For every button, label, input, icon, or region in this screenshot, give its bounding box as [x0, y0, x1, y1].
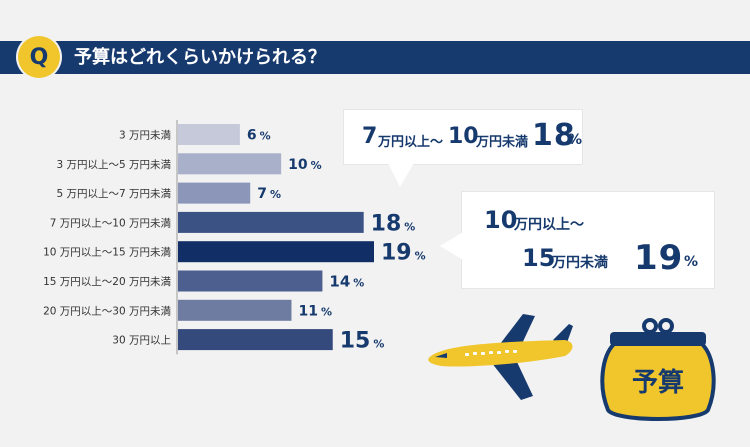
callout-10-15: 10 万円以上〜 15 万円未満 19 %: [462, 192, 714, 288]
callout1-text2: 万円未満: [476, 135, 529, 150]
category-label: 5 万円以上〜7 万円未満: [56, 188, 171, 200]
category-label: 30 万円以上: [112, 335, 171, 347]
callout2-text2: 万円未満: [552, 255, 608, 271]
value-label: 18%: [371, 211, 416, 236]
value-label: 11%: [298, 303, 332, 319]
callout2-percent: 19: [634, 238, 684, 278]
category-label: 15 万円以上〜20 万円未満: [43, 276, 171, 288]
bar: [178, 241, 374, 263]
callout1-pointer: [388, 163, 414, 187]
q-letter: Q: [29, 44, 49, 70]
value-label: 14%: [329, 272, 364, 290]
callout2-percent-sign: %: [684, 254, 699, 270]
callout1-percent-sign: %: [568, 132, 583, 148]
callout2-num2: 15: [522, 244, 556, 272]
bar: [178, 211, 364, 233]
bar: [178, 124, 240, 145]
category-label: 7 万円以上〜10 万円未満: [50, 217, 172, 229]
airplane-icon: [428, 314, 573, 400]
category-label: 3 万円以上〜5 万円未満: [56, 159, 171, 171]
category-label: 20 万円以上〜30 万円未満: [43, 305, 171, 317]
value-label: 6%: [247, 128, 271, 144]
bar: [178, 299, 292, 321]
callout1-num1: 7: [362, 124, 378, 149]
value-label: 7%: [257, 186, 281, 202]
value-label: 10%: [288, 157, 322, 173]
value-label: 15%: [340, 329, 385, 354]
value-label: 19%: [381, 241, 426, 266]
page-title: 予算はどれくらいかけられる？: [74, 47, 326, 68]
callout2-pointer: [440, 232, 463, 260]
callout-7-10: 7 万円以上〜 10 万円未満 18 %: [344, 110, 582, 164]
callout2-text1: 万円以上〜: [514, 217, 584, 233]
callout1-text1: 万円以上〜: [378, 135, 444, 150]
header-bar: [0, 41, 750, 74]
callout1-percent: 18: [532, 118, 576, 153]
category-label: 3 万円未満: [119, 130, 172, 142]
callout2-num1: 10: [484, 206, 518, 234]
bar: [178, 153, 282, 175]
category-label: 10 万円以上〜15 万円未満: [43, 247, 171, 259]
q-badge: Q: [18, 36, 60, 78]
bar: [178, 182, 251, 204]
bar: [178, 329, 333, 351]
bar: [178, 270, 323, 292]
purse-icon: [600, 318, 716, 421]
callout1-num2: 10: [448, 124, 479, 149]
purse-label: 予算: [631, 368, 684, 398]
